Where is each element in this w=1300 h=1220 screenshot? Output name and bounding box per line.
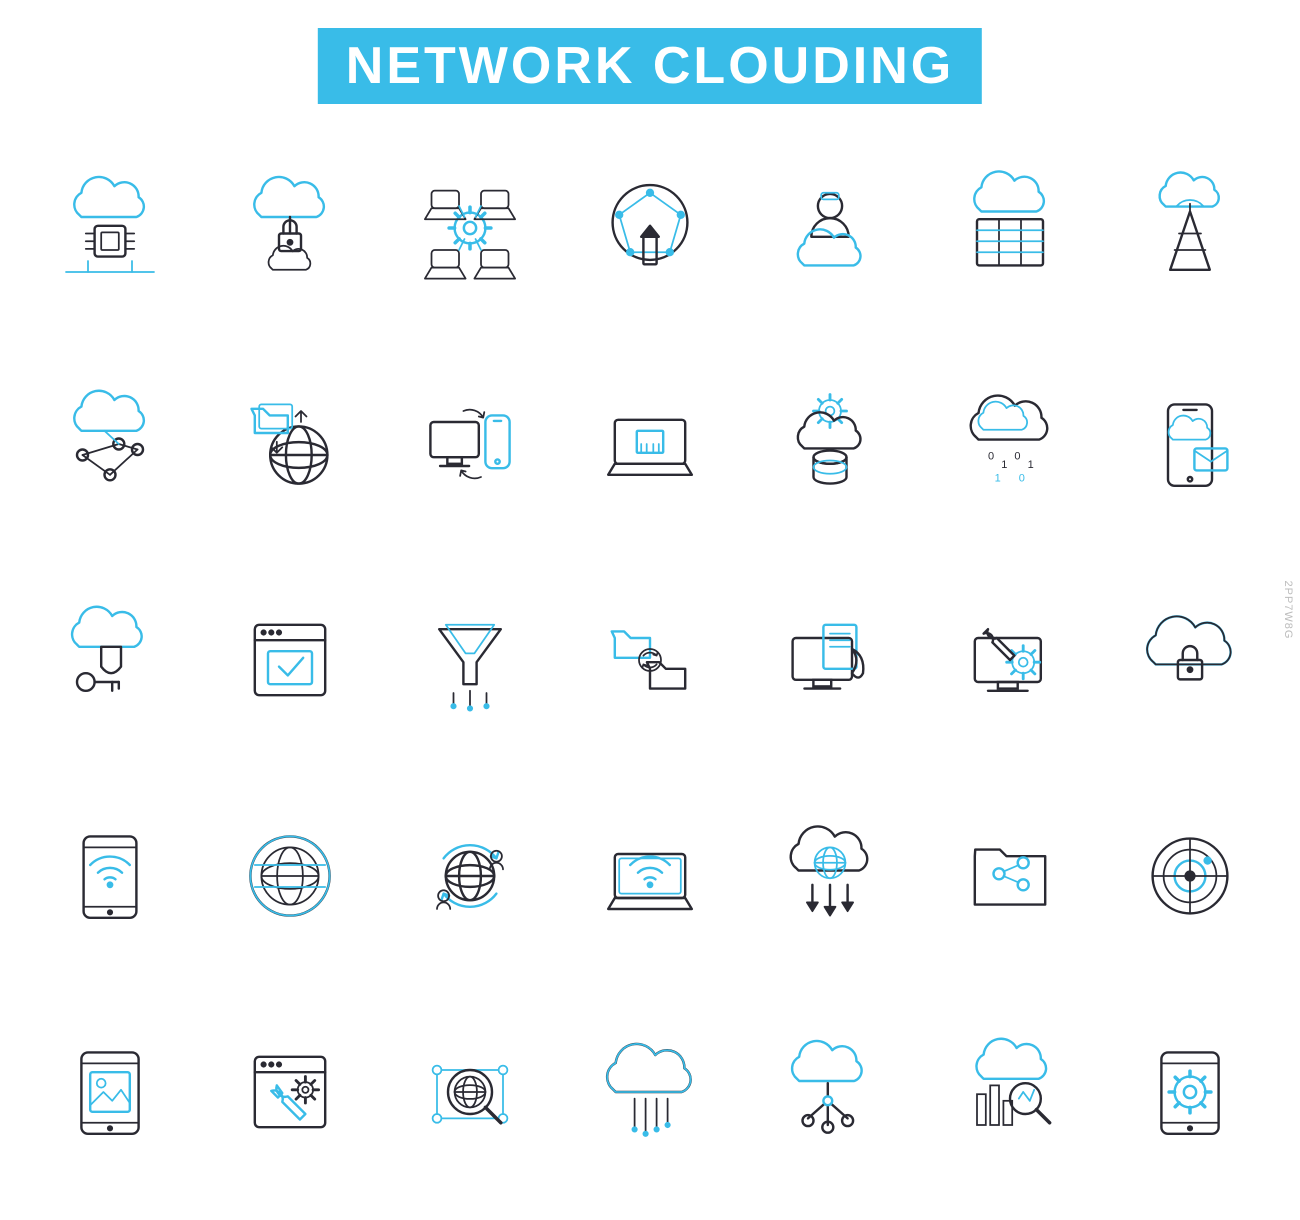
browser-wrench-settings-icon — [220, 1014, 360, 1170]
cloud-globe-download-icon — [760, 798, 900, 954]
radar-target-icon — [1120, 798, 1260, 954]
globe-people-refresh-icon — [400, 798, 540, 954]
phone-cloud-mail-icon — [1120, 366, 1260, 522]
tablet-image-gallery-icon — [40, 1014, 180, 1170]
globe-mesh-upload-icon — [580, 150, 720, 306]
cloud-nodes-network-icon — [40, 366, 180, 522]
browser-check-window-icon — [220, 582, 360, 738]
icon-grid: 010110 — [40, 150, 1260, 1170]
computer-sync-phone-icon — [400, 366, 540, 522]
watermark: 2PP7W8G — [1282, 581, 1294, 640]
svg-text:0: 0 — [1014, 450, 1020, 462]
svg-text:0: 0 — [988, 450, 994, 462]
cloud-admin-person-icon — [760, 150, 900, 306]
folder-share-icon — [940, 798, 1080, 954]
cloud-binary-rain-icon: 010110 — [940, 366, 1080, 522]
cloud-lock-icon — [220, 150, 360, 306]
funnel-download-icon — [400, 582, 540, 738]
tablet-settings-gear-icon — [1120, 1014, 1260, 1170]
folders-sync-icon — [580, 582, 720, 738]
page-title: NETWORK CLOUDING — [318, 28, 982, 104]
cloud-chip-icon — [40, 150, 180, 306]
cloud-padlock-secure-icon — [1120, 582, 1260, 738]
gear-cloud-database-icon — [760, 366, 900, 522]
cloud-shield-key-icon — [40, 582, 180, 738]
laptop-wifi-icon — [580, 798, 720, 954]
cloud-data-lines-icon — [580, 1014, 720, 1170]
globe-magnifier-network-icon — [400, 1014, 540, 1170]
cloud-branch-nodes-icon — [760, 1014, 900, 1170]
monitor-document-fire-icon — [760, 582, 900, 738]
cloud-antenna-tower-icon — [1120, 150, 1260, 306]
svg-text:1: 1 — [1001, 459, 1007, 471]
cloud-chart-magnifier-icon — [940, 1014, 1080, 1170]
cloud-datacenter-icon — [940, 150, 1080, 306]
monitor-gear-wrench-icon — [940, 582, 1080, 738]
globe-circle-grid-icon — [220, 798, 360, 954]
svg-text:1: 1 — [995, 472, 1001, 484]
tablet-wifi-icon — [40, 798, 180, 954]
laptop-ethernet-port-icon — [580, 366, 720, 522]
svg-text:0: 0 — [1019, 472, 1025, 484]
globe-folder-transfer-icon — [220, 366, 360, 522]
network-gear-laptops-icon — [400, 150, 540, 306]
svg-text:1: 1 — [1028, 459, 1034, 471]
